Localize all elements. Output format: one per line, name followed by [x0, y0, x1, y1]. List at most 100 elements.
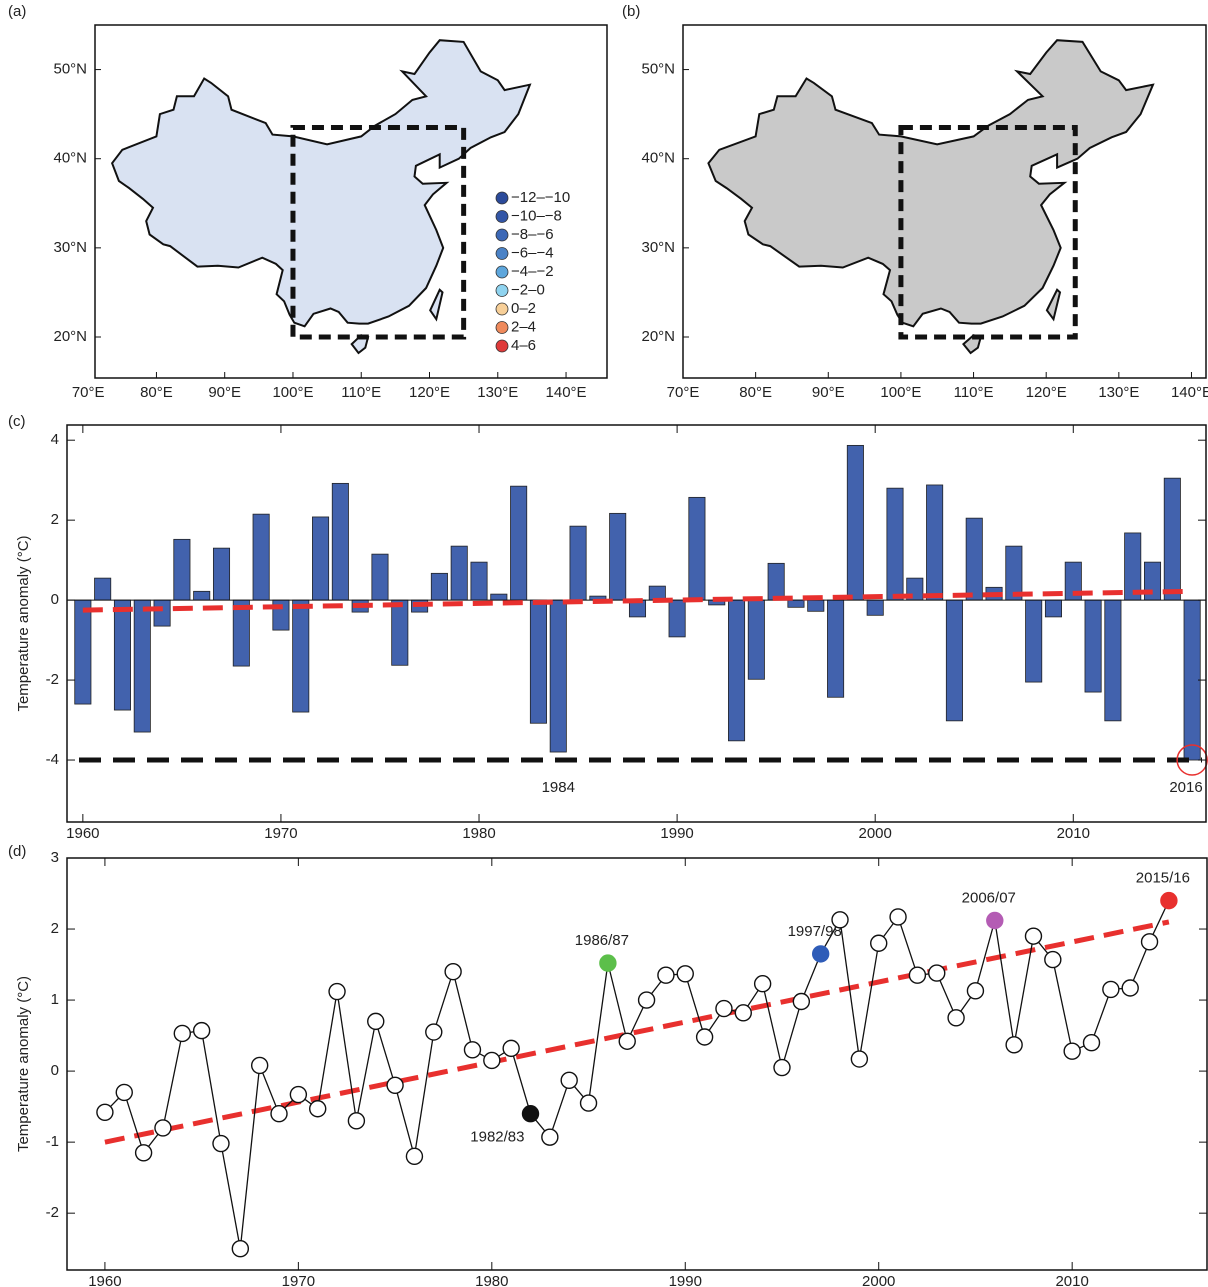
bar	[212, 547, 231, 601]
marker	[889, 908, 907, 926]
marker	[347, 1112, 366, 1130]
bar	[945, 599, 963, 722]
legend-label: 2–4	[511, 318, 536, 335]
panel-label: (b)	[622, 3, 640, 20]
bar	[609, 512, 627, 601]
bar	[193, 590, 211, 601]
highlight-marker	[986, 911, 1004, 930]
bar	[331, 482, 349, 601]
x-tick-label: 70°E	[667, 384, 700, 401]
x-tick-label: 70°E	[72, 384, 105, 401]
x-tick-label: 120°E	[409, 384, 450, 401]
highlight-marker	[1160, 891, 1178, 910]
marker	[734, 1004, 753, 1022]
marker	[560, 1071, 578, 1090]
marker	[1005, 1036, 1023, 1054]
y-tick-label: -1	[46, 1133, 59, 1150]
marker	[231, 1239, 250, 1258]
panel-label: (d)	[8, 843, 26, 860]
panel-label: (a)	[8, 3, 26, 20]
bar	[94, 577, 112, 601]
marker	[850, 1050, 869, 1068]
marker	[367, 1012, 385, 1031]
panel-label: (c)	[8, 413, 26, 430]
legend-swatch	[495, 265, 509, 279]
legend-swatch	[495, 321, 509, 334]
series-line	[104, 900, 1170, 1249]
bar	[391, 599, 409, 666]
y-tick-label: 20°N	[641, 328, 675, 345]
bar	[866, 599, 884, 616]
marker	[831, 911, 849, 929]
bar	[529, 599, 547, 724]
y-tick-label: 50°N	[53, 61, 87, 78]
marker	[637, 991, 656, 1009]
x-tick-label: 2010	[1057, 825, 1090, 842]
marker	[134, 1144, 153, 1162]
x-tick-label: 1980	[462, 825, 495, 842]
x-tick-label: 110°E	[341, 384, 381, 401]
x-tick-label: 1990	[660, 825, 693, 842]
bar	[292, 599, 310, 713]
bar	[728, 599, 746, 742]
y-tick-label: -2	[46, 1204, 59, 1221]
marker	[715, 999, 733, 1018]
trend-line	[82, 588, 1193, 613]
bar	[1163, 477, 1181, 601]
marker	[792, 992, 811, 1011]
x-tick-label: 90°E	[812, 384, 845, 401]
bar	[846, 444, 864, 601]
x-tick-label: 80°E	[739, 384, 772, 401]
highlight-marker	[811, 945, 830, 963]
highlight-label: 2006/07	[962, 889, 1016, 906]
x-tick-label: 80°E	[140, 384, 173, 401]
legend-label: 4–6	[511, 337, 536, 354]
marker	[1082, 1033, 1101, 1052]
legend-swatch	[495, 228, 509, 242]
bar	[569, 525, 587, 601]
x-tick-label: 120°E	[1026, 384, 1067, 401]
x-tick-label: 1960	[88, 1273, 121, 1287]
marker	[444, 962, 462, 981]
marker	[870, 934, 888, 952]
bar	[371, 553, 389, 601]
y-tick-label: 3	[51, 849, 59, 866]
marker	[386, 1076, 404, 1095]
annotation: 2016	[1169, 779, 1202, 796]
y-tick-label: 30°N	[53, 239, 87, 256]
bar	[74, 599, 92, 705]
bar	[490, 593, 508, 601]
trend-line	[104, 919, 1170, 1145]
region-box	[898, 125, 1078, 340]
bar	[153, 599, 171, 627]
highlight-label: 2015/16	[1136, 870, 1190, 887]
highlight-circle	[1176, 744, 1208, 776]
bar	[668, 599, 686, 638]
legend-swatch	[495, 339, 509, 353]
marker	[96, 1103, 114, 1122]
marker	[270, 1105, 288, 1123]
marker	[328, 982, 346, 1001]
marker	[1140, 933, 1159, 951]
bar	[173, 538, 191, 601]
marker	[502, 1039, 520, 1058]
bar	[1044, 599, 1062, 618]
marker	[309, 1100, 327, 1118]
y-tick-label: 0	[51, 1062, 59, 1079]
legend-swatch	[495, 210, 509, 223]
marker	[250, 1056, 269, 1075]
marker	[773, 1058, 791, 1077]
marker	[947, 1009, 965, 1027]
marker	[541, 1128, 559, 1146]
marker	[463, 1041, 482, 1059]
marker	[483, 1051, 501, 1070]
bar	[1183, 599, 1201, 761]
y-axis-label: Temperature anomaly (°C)	[15, 535, 32, 711]
country-outline	[429, 288, 444, 322]
legend-label: −2–0	[511, 281, 545, 298]
marker	[579, 1094, 598, 1112]
highlight-label: 1986/87	[575, 932, 629, 949]
x-tick-label: 100°E	[880, 384, 921, 401]
bar	[470, 561, 488, 601]
y-tick-label: 4	[51, 431, 59, 448]
